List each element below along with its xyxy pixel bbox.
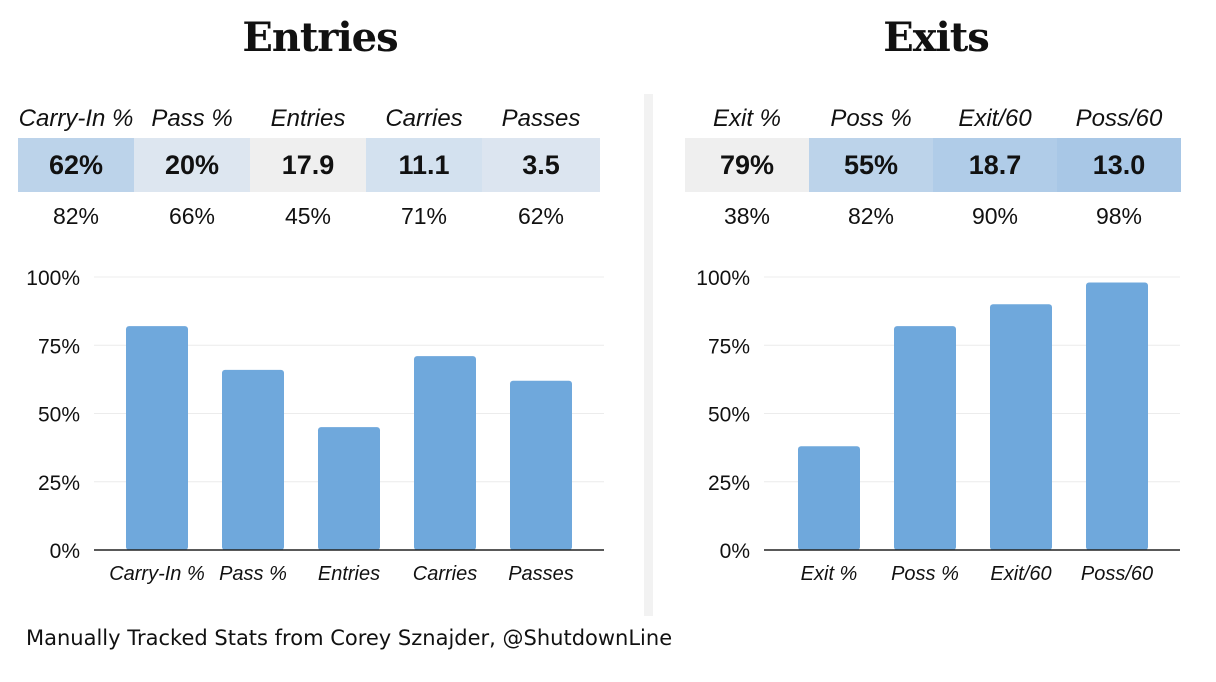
stat-percentile: 45%: [284, 203, 332, 229]
stat-value: 13.0: [1057, 138, 1181, 192]
stat-value: 3.5: [482, 138, 600, 192]
y-tick-label: 100%: [26, 267, 80, 290]
x-tick-label: Pass %: [219, 563, 287, 585]
y-tick-label: 25%: [708, 472, 750, 495]
y-tick-label: 75%: [38, 335, 80, 358]
exits-stat-table: Exit % 79% 38% Poss % 55% 82% Exit/60 18.7 90% Po…: [685, 100, 1181, 240]
x-tick-label: Carry-In %: [109, 563, 205, 585]
bar: [1086, 282, 1148, 550]
entries-title: Entries: [242, 14, 398, 61]
entries-bar-chart: 0% 25% 50% 75% 100% Carry-In % Pass % Entries Ca…: [26, 267, 604, 585]
x-tick-label: Poss/60: [1081, 563, 1153, 585]
y-tick-label: 0%: [720, 540, 750, 563]
stat-value: 18.7: [933, 138, 1057, 192]
bar: [990, 304, 1052, 550]
y-tick-label: 50%: [38, 404, 80, 427]
stat-percentile: 71%: [400, 203, 448, 229]
x-tick-label: Poss %: [891, 563, 959, 585]
x-tick-label: Exit %: [801, 563, 858, 585]
y-tick-label: 50%: [708, 404, 750, 427]
stat-column: Entries 17.9 45%: [250, 100, 366, 240]
y-tick-label: 100%: [696, 267, 750, 290]
bar: [318, 427, 380, 550]
source-footer: Manually Tracked Stats from Corey Sznajd…: [26, 626, 673, 650]
bar: [222, 369, 284, 550]
stat-value: 17.9: [250, 138, 366, 192]
bar: [414, 356, 476, 550]
stat-value: 79%: [685, 138, 809, 192]
y-tick-label: 75%: [708, 335, 750, 358]
stat-column: Pass % 20% 66%: [134, 100, 250, 240]
stat-value: 11.1: [366, 138, 482, 192]
stat-value: 20%: [134, 138, 250, 192]
x-tick-label: Entries: [318, 563, 380, 585]
y-tick-label: 0%: [50, 540, 80, 563]
entries-stat-table: Carry-In % 62% 82% Pass % 20% 66% Entries 17.9 4…: [18, 100, 600, 240]
x-tick-label: Carries: [413, 563, 477, 585]
stat-value: 62%: [18, 138, 134, 192]
exits-title: Exits: [883, 14, 990, 61]
x-tick-label: Passes: [508, 563, 574, 585]
panel-divider: [644, 94, 653, 616]
stat-percentile: 82%: [52, 203, 100, 229]
stat-percentile: 98%: [1095, 203, 1143, 229]
stat-label: Carries: [385, 105, 463, 132]
stat-label: Poss %: [830, 105, 912, 132]
stat-column: Poss % 55% 82%: [809, 100, 933, 240]
stat-column: Poss/60 13.0 98%: [1057, 100, 1181, 240]
stat-column: Exit % 79% 38%: [685, 100, 809, 240]
stat-label: Pass %: [151, 105, 233, 132]
exits-panel: Exits Exit % 79% 38% Poss % 55% 82% Exit/60 18.…: [656, 0, 1216, 682]
stat-percentile: 38%: [723, 203, 771, 229]
stat-percentile: 62%: [517, 203, 565, 229]
x-tick-label: Exit/60: [990, 563, 1051, 585]
stat-column: Passes 3.5 62%: [482, 100, 600, 240]
y-tick-label: 25%: [38, 472, 80, 495]
bar: [510, 380, 572, 550]
stat-percentile: 66%: [168, 203, 216, 229]
entries-panel: Entries Carry-In % 62% 82% Pass % 20% 66% Entr…: [18, 14, 604, 585]
bar: [126, 326, 188, 550]
stat-label: Exit/60: [958, 105, 1032, 132]
stat-label: Poss/60: [1075, 105, 1163, 132]
bar: [894, 326, 956, 550]
stat-column: Carry-In % 62% 82%: [18, 100, 134, 240]
stat-percentile: 90%: [971, 203, 1019, 229]
exits-bar-chart: 0% 25% 50% 75% 100% Exit % Poss % Exit/60 Poss/6…: [696, 267, 1180, 585]
bar: [798, 446, 860, 550]
stat-label: Passes: [501, 105, 581, 132]
stat-label: Entries: [270, 105, 346, 132]
stat-label: Carry-In %: [18, 105, 134, 132]
stat-value: 55%: [809, 138, 933, 192]
stat-column: Carries 11.1 71%: [366, 100, 482, 240]
stat-percentile: 82%: [847, 203, 895, 229]
stat-column: Exit/60 18.7 90%: [933, 100, 1057, 240]
stat-label: Exit %: [712, 105, 781, 132]
